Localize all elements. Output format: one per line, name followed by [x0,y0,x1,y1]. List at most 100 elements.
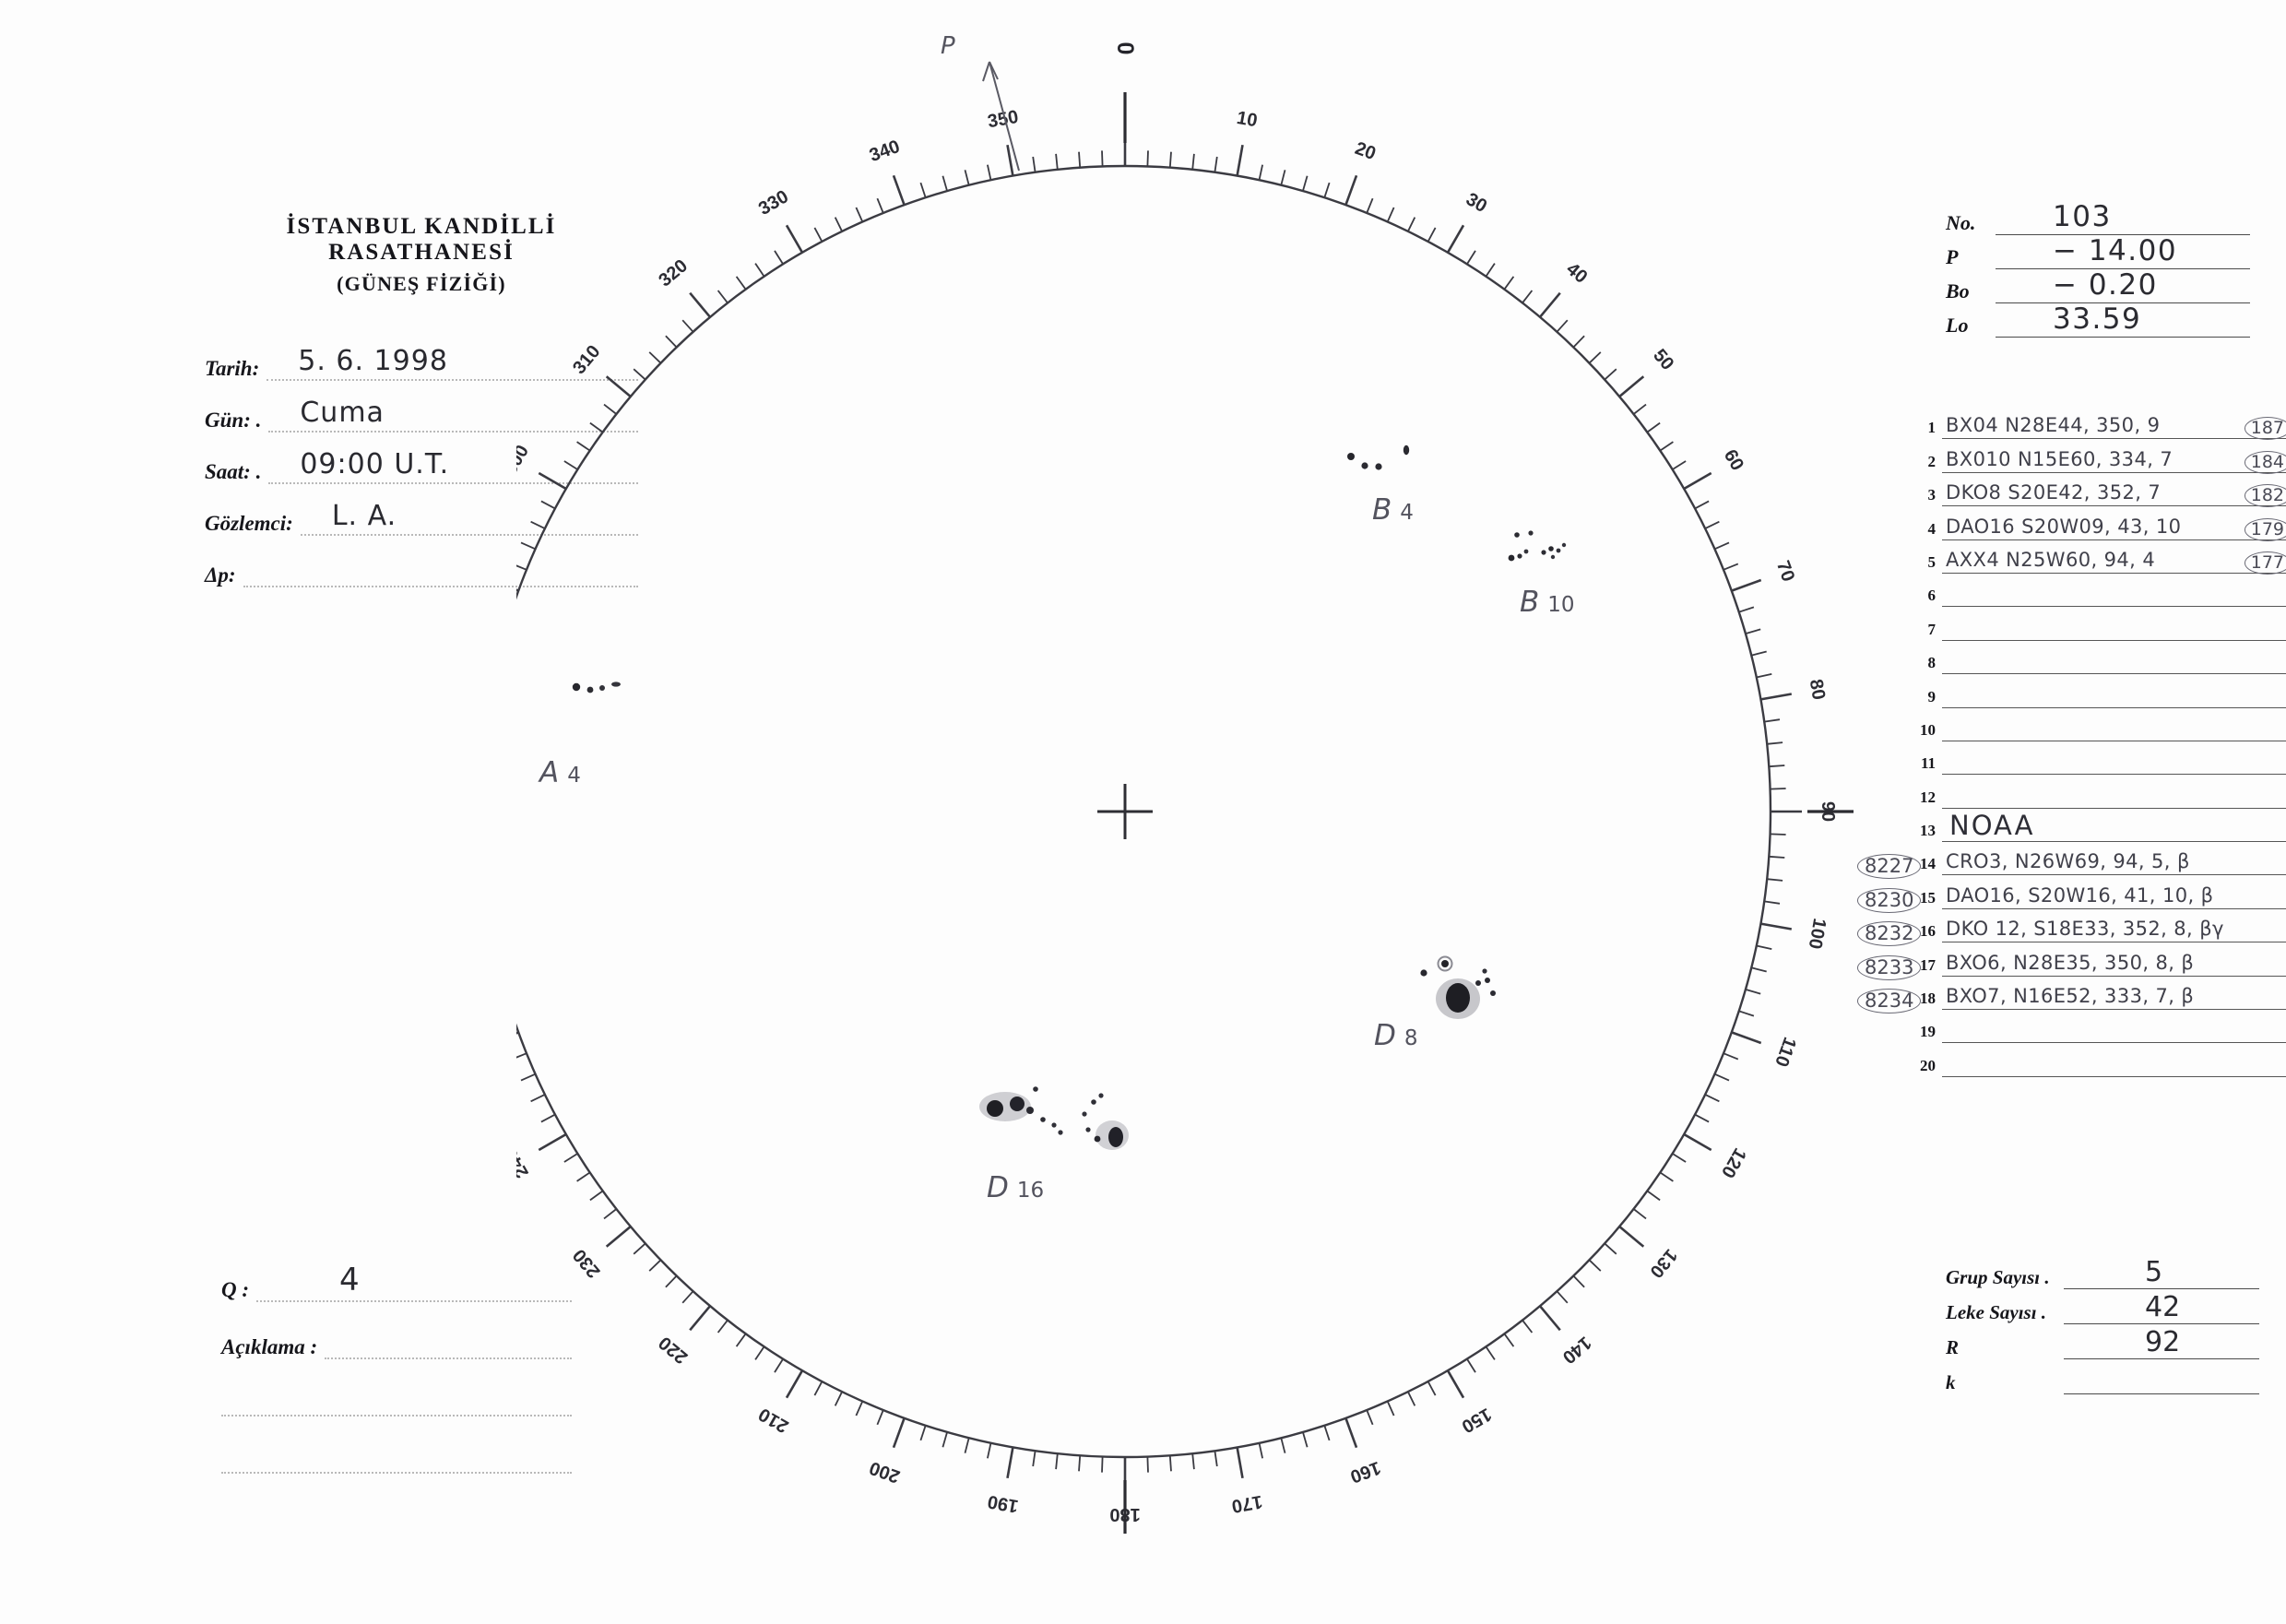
scale-tick-major [605,1226,632,1248]
field-quality[interactable]: Q : 4 [221,1262,572,1302]
entry-text: AXX4 N25W60, 94, 4 [1946,548,2156,571]
entry-row[interactable]: 3 DKO8 S20E42, 352, 7 182 [1918,473,2286,508]
header-value: 33.59 [2053,302,2142,336]
scale-tick-minor [1672,460,1687,470]
scale-tick-minor [1146,1456,1149,1473]
cardinal-east: 90 E [1898,788,1900,835]
entry-number: 5 [1927,552,1937,571]
header-value-row[interactable]: P − 14.00 [1946,234,2250,269]
entry-row[interactable]: 14 CRO3, N26W69, 94, 5, β 8227 [1857,842,2286,880]
scale-tick-major [1539,1305,1561,1332]
scale-tick-minor [1407,1391,1416,1406]
scale-tick-minor [735,276,747,290]
entry-number: 20 [1920,1056,1936,1074]
scale-tick-major [785,1369,804,1399]
entry-row[interactable]: 18 BXO7, N16E52, 333, 7, β 8234 [1857,977,2286,1014]
scale-tick-minor [1604,1242,1617,1255]
field-note[interactable]: Açıklama : [221,1322,572,1359]
entry-row[interactable]: 15 DAO16, S20W16, 41, 10, β 8230 [1857,875,2286,913]
entry-row[interactable]: 13 NOAA [1918,809,2286,843]
entry-row[interactable]: 10 [1918,708,2286,741]
entry-number: 7 [1927,620,1937,638]
field-time[interactable]: Saat: . 09:00 U.T. [205,447,638,484]
summary-key: R [1946,1336,1960,1358]
summary-row[interactable]: Leke Sayısı . 42 [1946,1289,2259,1324]
scale-tick-minor [1572,1274,1585,1288]
entry-row[interactable]: 7 [1918,607,2286,641]
quality-block: Q : 4 Açıklama : [221,1245,572,1474]
entry-row[interactable]: 2 BX010 N15E60, 334, 7 184 [1918,439,2286,474]
solar-disk-chart: 10 20 30 40 50 60 70 80 90 100 110 120 130 140 150 160 1… [516,32,1900,1582]
field-dp[interactable]: Δp: [205,551,638,587]
entry-row[interactable]: 19 [1918,1010,2286,1044]
entry-number: 2 [1927,452,1937,470]
entry-row[interactable]: 17 BXO6, N28E35, 350, 8, β 8233 [1857,942,2286,980]
entry-text: DAO16 S20W09, 43, 10 [1946,515,2182,538]
scale-tick-minor [540,1113,556,1123]
scale-tick-minor [1485,263,1496,278]
scale-tick-minor [681,1290,694,1304]
summary-underline: 5 [2064,1256,2259,1289]
scale-label-190: 190 [986,1491,1020,1516]
scale-tick-minor [1659,1171,1674,1182]
day-underline: Cuma [268,397,638,433]
header-value-row[interactable]: Lo 33.59 [1946,302,2250,338]
scale-tick-minor [1214,156,1218,172]
scale-tick-minor [1588,351,1602,364]
header-block: İSTANBUL KANDİLLİ RASATHANESİ (GÜNEŞ FİZ… [205,214,638,587]
scale-tick-minor [1191,1453,1195,1470]
field-date[interactable]: Tarih: 5. 6. 1998 [205,344,638,381]
note-line-3[interactable] [221,1448,572,1474]
entry-row[interactable]: 1 BX04 N28E44, 350, 9 187 [1918,406,2286,441]
summary-underline: 92 [2064,1326,2259,1359]
summary-row[interactable]: Grup Sayısı . 5 [1946,1254,2259,1289]
scale-tick-minor [1769,765,1785,768]
entry-row[interactable]: 16 DKO 12, S18E33, 352, 8, βγ 8232 [1857,909,2286,947]
scale-label-20: 20 [1352,138,1378,164]
entry-list: 1 BX04 N28E44, 350, 9 187 2 BX010 N15E60, 33… [1857,406,2286,1077]
header-value-row[interactable]: No. 103 [1946,200,2250,235]
note-line-2[interactable] [221,1391,572,1417]
time-label: Saat: . [205,460,262,483]
scale-tick-minor [1522,1320,1534,1334]
scale-tick-minor [1055,1453,1059,1470]
field-observer[interactable]: Gözlemci: L. A. [205,499,638,536]
header-value: 103 [2053,200,2112,233]
scale-label-300: 300 [516,442,533,479]
entry-row[interactable]: 5 AXX4 N25W60, 94, 4 177 [1918,540,2286,575]
entry-row[interactable]: 20 [1918,1043,2286,1077]
sunspot-group-B10 [1508,530,1567,562]
header-value-row[interactable]: Bo − 0.20 [1946,268,2250,303]
scale-tick-minor [1764,900,1781,905]
scale-label-310: 310 [569,341,604,378]
scale-tick-minor [987,1442,992,1459]
summary-row[interactable]: R 92 [1946,1324,2259,1359]
scale-label-10: 10 [1235,108,1259,132]
scale-tick-minor [576,1171,591,1182]
entry-underline: BX010 N15E60, 334, 7 184 [1942,445,2286,474]
scale-tick-minor [589,1190,604,1202]
scale-tick-major [1618,375,1645,397]
entry-row[interactable]: 8 [1918,641,2286,675]
observer-label: Gözlemci: [205,512,293,535]
header-underline: − 0.20 [1996,268,2250,303]
field-day[interactable]: Gün: . Cuma [205,396,638,433]
summary-row[interactable]: k [1946,1359,2259,1394]
entry-row[interactable]: 9 [1918,674,2286,708]
scale-tick-minor [1168,1455,1172,1472]
entry-number: 15 [1920,888,1936,907]
entry-row[interactable]: 6 [1918,574,2286,608]
note-underline [325,1332,572,1359]
entry-badge: 184 [2244,450,2286,474]
entry-row[interactable]: 11 [1918,741,2286,776]
summary-block: Grup Sayısı . 5 Leke Sayısı . 42 R 92 k [1946,1254,2259,1394]
scale-tick-minor [987,164,992,181]
entry-underline: NOAA [1942,810,2286,843]
summary-underline: 42 [2064,1291,2259,1324]
scale-tick-minor [813,1381,823,1396]
entry-row[interactable]: 12 [1918,775,2286,809]
entry-row[interactable]: 4 DAO16 S20W09, 43, 10 179 [1918,506,2286,541]
scale-tick-minor [1659,441,1674,452]
summary-value: 92 [2145,1326,2181,1358]
scale-tick-minor [754,263,765,278]
